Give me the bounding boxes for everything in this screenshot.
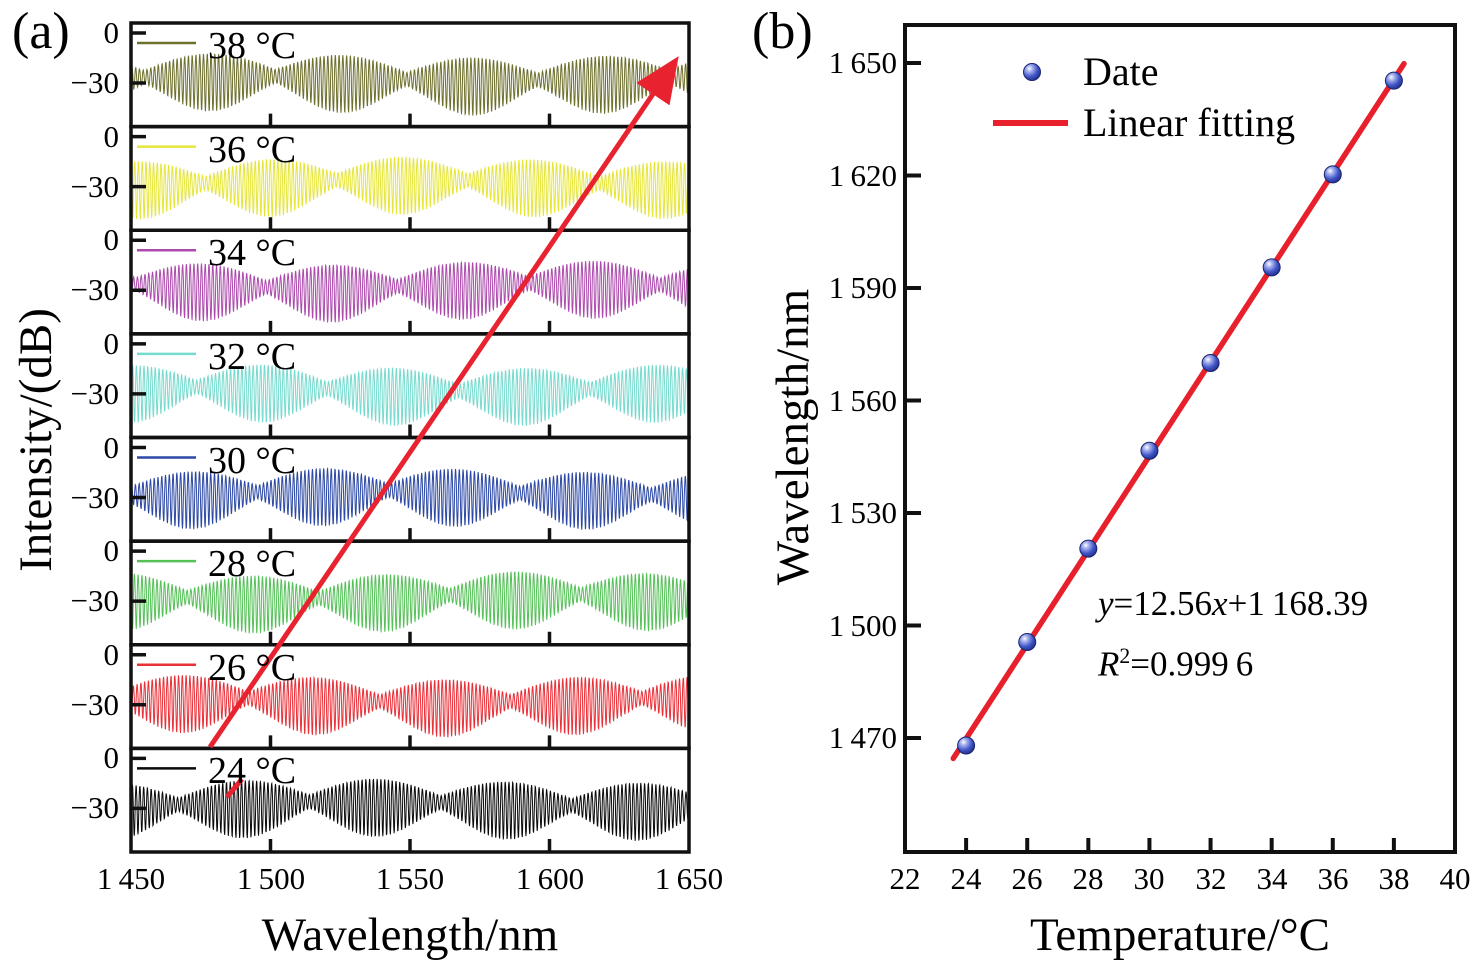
panel-b-y-tick-label: 1 500 [828,608,897,643]
y-tick-label-minus30: −30 [70,687,119,722]
r-squared-base: R [1098,644,1120,684]
panel-b-y-tick-label: 1 620 [828,158,897,193]
trace-temperature-label-24c: 24 °C [208,750,297,792]
trace-temperature-label-36c: 36 °C [208,129,297,171]
spectrum-trace-38c [130,53,690,116]
spectrum-trace-28c [130,571,690,634]
y-tick-label-minus30: −30 [70,583,119,618]
trace-temperature-label-26c: 26 °C [208,647,297,689]
data-point-36c [1323,165,1342,184]
data-point-30c [1140,441,1159,460]
panel-a-x-tick-label: 1 600 [515,861,585,896]
legend-data-label: Date [1083,49,1159,94]
panel-b-x-tick-label: 24 [950,861,982,896]
trace-temperature-label-28c: 28 °C [208,543,297,585]
panel-b-y-axis-title: Wavelength/nm [767,288,819,586]
spectrum-trace-32c [130,363,690,427]
y-tick-label-0: 0 [103,533,120,568]
panel-b-x-axis-title: Temperature/°C [1030,909,1330,961]
panel-b-y-tick-label: 1 530 [828,495,897,530]
r-squared-sup: 2 [1119,644,1131,668]
y-tick-label-0: 0 [103,222,120,257]
panel-b-x-tick-label: 28 [1072,861,1104,896]
panel-a-plot-area [129,21,691,854]
data-point-32c [1201,354,1220,372]
y-tick-label-0: 0 [103,15,120,50]
panel-a-x-axis-title: Wavelength/nm [261,909,559,961]
panel-a-x-tick-label: 1 500 [236,861,306,896]
spectrum-trace-36c [130,155,690,220]
panel-b-y-tick-label: 1 650 [828,45,897,80]
data-point-26c [1018,633,1037,651]
y-tick-label-minus30: −30 [70,169,119,204]
y-tick-label-0: 0 [103,637,120,672]
r-squared-text: R2=0.999 6 [1098,636,1253,685]
data-point-34c [1262,258,1281,277]
panel-b-frame [903,23,1457,854]
y-tick-label-minus30: −30 [70,480,119,515]
panel-b-x-tick-label: 30 [1133,861,1165,896]
fit-equation-text: y=12.56x+1 168.39 [1098,584,1368,624]
panel-b-x-tick-label: 22 [889,861,921,896]
y-tick-label-0: 0 [103,430,120,465]
equation-var-x: x [1212,584,1228,623]
shift-arrow [207,56,679,749]
data-point-24c [957,736,976,755]
equation-var-y: y [1098,584,1114,623]
panel-a-x-tick-label: 1 650 [654,861,724,896]
trace-temperature-label-32c: 32 °C [208,336,297,378]
trace-temperature-label-38c: 38 °C [208,25,297,67]
equation-tail: +1 168.39 [1227,584,1369,623]
panel-b-plot-area [903,23,1457,854]
spectrum-trace-30c [130,466,690,530]
panel-a-x-tick-label: 1 550 [375,861,445,896]
panel-b-x-tick-label: 26 [1011,861,1043,896]
legend-data-marker [1023,63,1041,81]
y-tick-label-minus30: −30 [70,790,119,825]
spectrum-trace-26c [130,675,690,738]
panel-a-y-axis-title: Intensity/(dB) [10,308,62,572]
y-tick-label-minus30: −30 [70,272,119,307]
panel-b-x-tick-label: 34 [1256,861,1288,896]
panel-b-y-tick-label: 1 470 [828,720,897,755]
panel-b-x-tick-label: 32 [1195,861,1227,896]
shift-arrow-start-dash [225,777,244,799]
data-point-38c [1384,71,1403,90]
trace-temperature-label-34c: 34 °C [208,232,297,274]
panel-b-y-tick-label: 1 560 [828,383,897,418]
y-tick-label-0: 0 [103,119,120,154]
panel-a-x-tick-label: 1 450 [96,861,166,896]
spectrum-trace-24c [130,778,690,841]
y-tick-label-0: 0 [103,326,120,361]
y-tick-label-0: 0 [103,740,120,775]
y-tick-label-minus30: −30 [70,376,119,411]
legend-fit-label: Linear fitting [1083,100,1296,145]
panel-a-label: (a) [12,3,70,60]
trace-temperature-label-30c: 30 °C [208,440,297,482]
y-tick-label-minus30: −30 [70,65,119,100]
panel-b-x-tick-label: 38 [1378,861,1410,896]
equation-mid: =12.56 [1113,584,1213,623]
spectrum-trace-34c [130,260,690,323]
panel-b-y-tick-label: 1 590 [828,270,897,305]
panel-b-label: (b) [752,3,813,60]
panel-b-x-tick-label: 36 [1317,861,1349,896]
panel-b-x-tick-label: 40 [1439,861,1471,896]
r-squared-value: =0.999 6 [1130,644,1254,684]
data-point-28c [1079,539,1098,558]
